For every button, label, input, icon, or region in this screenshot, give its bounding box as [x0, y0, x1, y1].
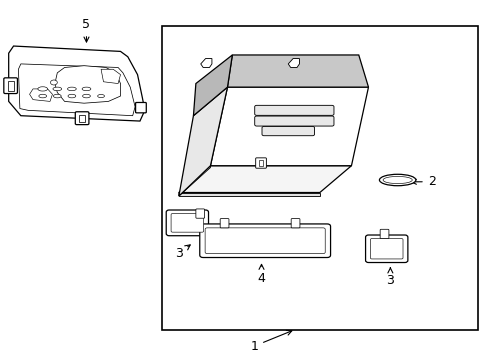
FancyBboxPatch shape — [254, 105, 333, 115]
Bar — [162, 26, 477, 330]
Polygon shape — [193, 55, 232, 116]
Polygon shape — [30, 89, 52, 102]
Polygon shape — [19, 64, 135, 116]
Text: 2: 2 — [410, 175, 435, 188]
FancyBboxPatch shape — [365, 235, 407, 262]
Ellipse shape — [39, 94, 46, 98]
Ellipse shape — [82, 87, 91, 91]
FancyBboxPatch shape — [166, 210, 208, 236]
Ellipse shape — [82, 94, 90, 98]
Polygon shape — [55, 66, 120, 103]
FancyBboxPatch shape — [200, 224, 330, 257]
FancyBboxPatch shape — [255, 158, 266, 168]
Ellipse shape — [38, 87, 47, 91]
Bar — [258, 160, 263, 166]
FancyBboxPatch shape — [75, 112, 89, 125]
FancyBboxPatch shape — [262, 126, 314, 136]
Text: 4: 4 — [257, 264, 265, 285]
FancyBboxPatch shape — [204, 228, 325, 253]
FancyBboxPatch shape — [370, 239, 402, 259]
Ellipse shape — [382, 176, 411, 184]
FancyBboxPatch shape — [135, 103, 146, 113]
Polygon shape — [179, 166, 210, 196]
FancyBboxPatch shape — [171, 213, 203, 232]
FancyBboxPatch shape — [254, 116, 333, 126]
Polygon shape — [210, 87, 368, 166]
Ellipse shape — [98, 94, 104, 98]
Polygon shape — [201, 59, 211, 67]
Ellipse shape — [53, 94, 61, 98]
Polygon shape — [287, 59, 299, 67]
Text: 3: 3 — [175, 245, 190, 260]
Polygon shape — [179, 87, 227, 196]
Polygon shape — [179, 193, 319, 196]
FancyBboxPatch shape — [290, 219, 299, 228]
Circle shape — [50, 80, 57, 85]
Ellipse shape — [68, 94, 76, 98]
Ellipse shape — [67, 87, 76, 91]
Polygon shape — [9, 46, 144, 121]
Polygon shape — [227, 55, 368, 87]
FancyBboxPatch shape — [4, 78, 18, 94]
FancyBboxPatch shape — [220, 219, 228, 228]
Polygon shape — [179, 166, 351, 193]
Text: 5: 5 — [82, 18, 90, 42]
FancyBboxPatch shape — [379, 229, 388, 239]
Polygon shape — [101, 69, 120, 84]
Bar — [79, 114, 85, 122]
FancyBboxPatch shape — [196, 209, 204, 218]
Text: 1: 1 — [250, 330, 291, 352]
Bar — [8, 81, 14, 91]
Ellipse shape — [53, 87, 61, 91]
Ellipse shape — [379, 174, 415, 186]
Text: 3: 3 — [386, 267, 393, 287]
